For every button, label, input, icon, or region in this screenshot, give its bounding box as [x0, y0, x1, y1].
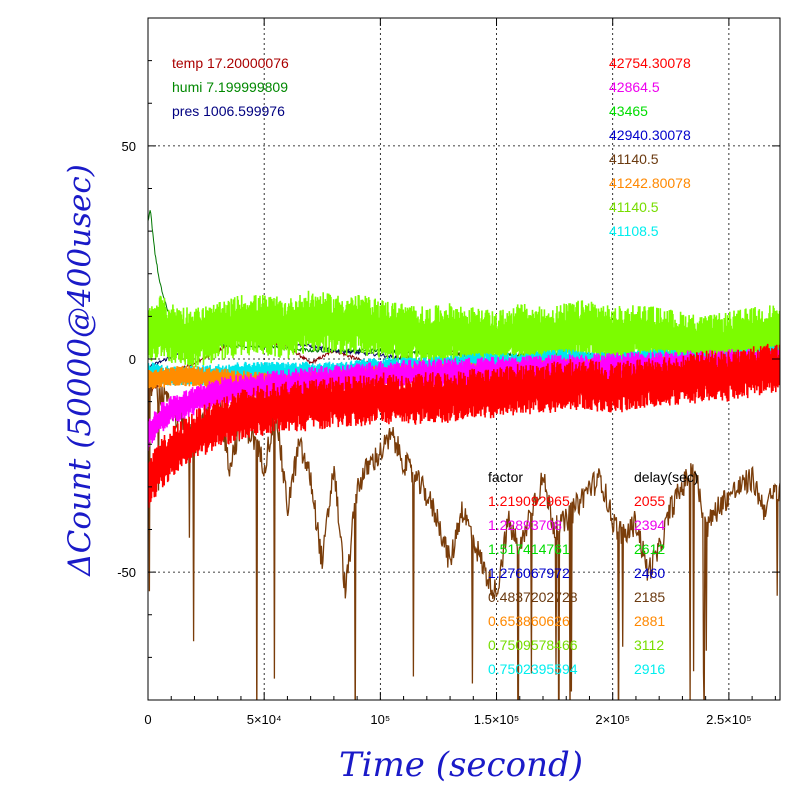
delay-value: 2612 [634, 541, 665, 557]
factor-value: 0.7509578466 [488, 637, 578, 653]
factor-value: 1.517414761 [488, 541, 570, 557]
delay-value: 2916 [634, 661, 665, 677]
legend-layer: temp 17.20000076 humi 7.199999809 pres 100… [172, 55, 699, 677]
series-layer [148, 210, 780, 700]
delay-value: 2881 [634, 613, 665, 629]
series-value-label: 41242.80078 [609, 175, 691, 191]
x-tick-label: 2.5×10⁵ [706, 712, 752, 727]
series-value-label: 42864.5 [609, 79, 660, 95]
factor-value: 0.4837202728 [488, 589, 578, 605]
series-line [148, 368, 780, 700]
factor-value: 1.22893708 [488, 517, 562, 533]
series-band [148, 343, 780, 508]
delay-value: 2055 [634, 493, 665, 509]
series-value-label: 43465 [609, 103, 648, 119]
series-value-label: 41140.5 [609, 151, 659, 167]
factor-header: factor [488, 469, 523, 485]
y-tick-label: -50 [117, 565, 136, 580]
x-tick-label: 5×10⁴ [247, 712, 282, 727]
series-value-label: 41140.5 [609, 199, 659, 215]
x-tick-label: 2×10⁵ [595, 712, 630, 727]
factor-value: 1.219092965 [488, 493, 570, 509]
series-value-label: 42940.30078 [609, 127, 691, 143]
x-tick-label: 10⁵ [370, 712, 390, 727]
factor-value: 0.7502395594 [488, 661, 578, 677]
series-value-label: 42754.30078 [609, 55, 691, 71]
delay-value: 2185 [634, 589, 665, 605]
delay-value: 2394 [634, 517, 665, 533]
x-tick-label: 1.5×10⁵ [474, 712, 520, 727]
delay-header: delay(sec) [634, 469, 699, 485]
x-tick-label: 0 [144, 712, 151, 727]
delay-value: 2460 [634, 565, 665, 581]
factor-value: 1.276067972 [488, 565, 570, 581]
environment-label: humi 7.199999809 [172, 79, 288, 95]
y-tick-label: 50 [122, 139, 136, 154]
x-axis-title: Time (second) [339, 745, 583, 785]
y-tick-label: 0 [129, 352, 136, 367]
y-axis-title: ΔCount (50000@400usec) [62, 164, 98, 577]
delay-value: 3112 [634, 637, 664, 653]
axis-ticks: 0 5×10⁴ 10⁵ 1.5×10⁵ 2×10⁵ 2.5×10⁵ -50 0 50 [117, 18, 780, 727]
series-value-label: 41108.5 [609, 223, 659, 239]
environment-label: pres 1006.599976 [172, 103, 285, 119]
environment-label: temp 17.20000076 [172, 55, 289, 71]
factor-value: 0.653860626 [488, 613, 570, 629]
